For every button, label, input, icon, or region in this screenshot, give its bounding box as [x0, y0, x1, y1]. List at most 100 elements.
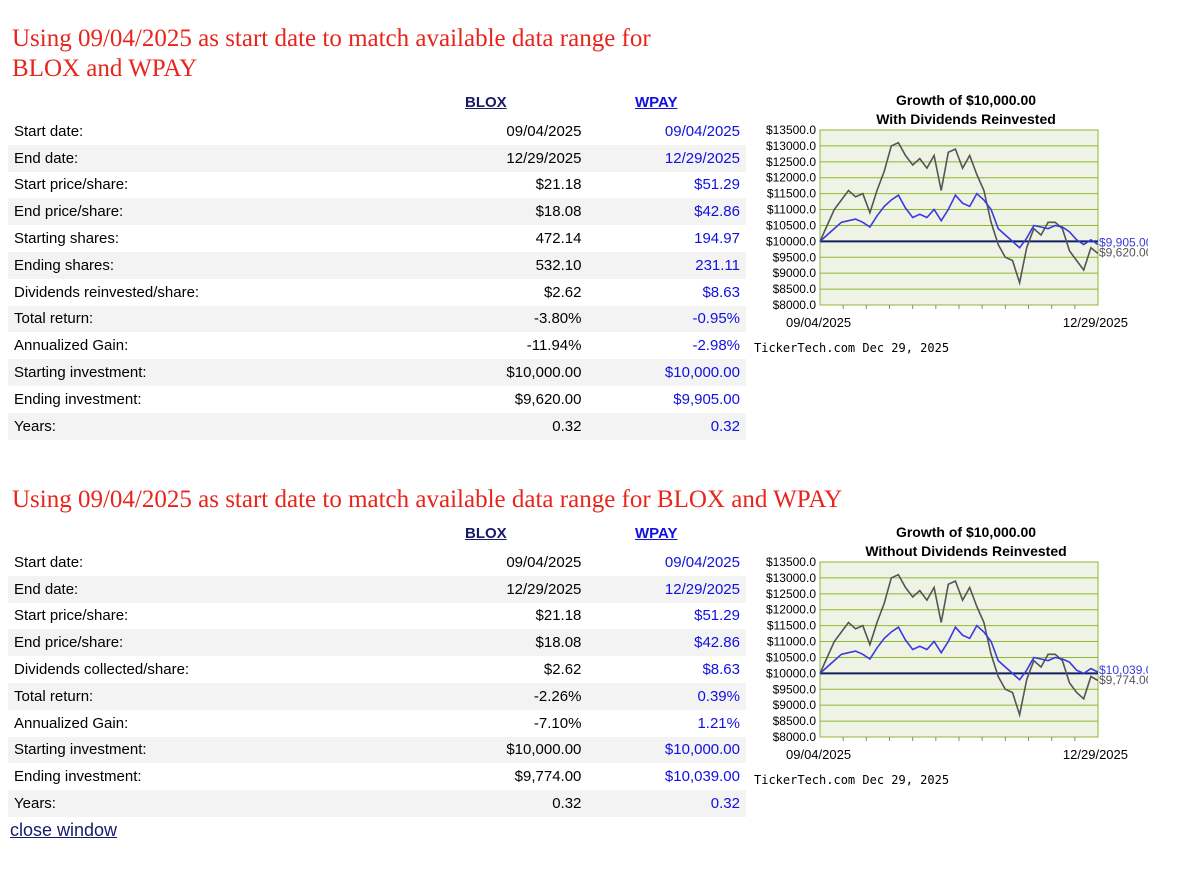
section-1-title-line1: Using 09/04/2025 as start date to match … [12, 25, 651, 52]
y-tick-label: $11000.0 [767, 635, 816, 649]
y-tick-label: $10500.0 [766, 650, 816, 664]
row-label: Dividends reinvested/share: [14, 283, 200, 301]
row-label: End price/share: [8, 629, 429, 657]
column-header-blox-2[interactable]: BLOX [465, 525, 507, 542]
table-row: Dividends collected/share: $2.62 $8.63 [8, 656, 746, 683]
blox-value: $10,000.00 [428, 736, 588, 764]
blox-value: -7.10% [533, 714, 582, 732]
table-row: Start date: 09/04/2025 09/04/2025 [8, 549, 746, 576]
wpay-value: $8.63 [702, 283, 740, 301]
table-row: Starting shares: 472.14 194.97 [8, 225, 746, 252]
x-start-label: 09/04/2025 [786, 747, 851, 762]
wpay-value: $10,039.00 [664, 768, 740, 786]
wpay-value: $8.63 [702, 661, 740, 679]
y-tick-label: $13500.0 [766, 555, 816, 569]
blox-value: 09/04/2025 [506, 553, 582, 571]
series-line-blox [819, 573, 1099, 718]
y-tick-label: $9000.0 [773, 698, 817, 712]
y-tick-label: $8500.0 [773, 282, 817, 296]
wpay-value: 0.32 [587, 412, 746, 440]
wpay-value: 231.11 [587, 251, 746, 279]
blox-value: 0.32 [429, 412, 588, 440]
blox-value: $9,620.00 [514, 390, 582, 408]
wpay-value: 12/29/2025 [587, 144, 746, 172]
blox-end-label: $9,620.00 [1099, 245, 1148, 259]
section-1-title: Using 09/04/2025 as start date to match … [12, 24, 651, 84]
table-row: Years: 0.32 0.32 [8, 790, 746, 817]
y-tick-label: $8500.0 [773, 714, 817, 728]
blox-value: 472.14 [535, 230, 582, 248]
blox-value: 12/29/2025 [429, 144, 588, 172]
chart-title: Growth of $10,000.00 [896, 524, 1036, 540]
row-label: Total return: [8, 682, 429, 710]
table-row: Annualized Gain: -11.94% -2.98% [8, 332, 746, 359]
y-tick-label: $12000.0 [766, 171, 816, 185]
close-window-link[interactable]: close window [10, 820, 118, 840]
table-row: End date: 12/29/2025 12/29/2025 [8, 575, 746, 603]
y-tick-label: $9000.0 [773, 266, 817, 280]
table-row: Start price/share: $21.18 $51.29 [8, 603, 746, 630]
column-header-wpay[interactable]: WPAY [635, 94, 678, 111]
row-label: Dividends collected/share: [14, 661, 190, 679]
growth-chart-reinvested: Growth of $10,000.00 With Dividends Reinv… [754, 92, 1148, 355]
chart-credit: TickerTech.com Dec 29, 2025 [754, 341, 949, 355]
row-label: Starting investment: [8, 359, 429, 386]
y-tick-label: $11500.0 [767, 619, 816, 633]
wpay-value: 12/29/2025 [587, 575, 746, 603]
y-tick-label: $10000.0 [766, 234, 816, 248]
blox-value: 09/04/2025 [506, 122, 582, 140]
y-tick-label: $10500.0 [766, 218, 816, 232]
blox-value: 0.32 [428, 790, 588, 817]
row-label: Annualized Gain: [14, 337, 129, 355]
table-row: Ending investment: $9,774.00 $10,039.00 [8, 763, 746, 790]
wpay-value: $9,905.00 [673, 390, 740, 408]
blox-value: -2.26% [428, 682, 588, 710]
wpay-value: 09/04/2025 [664, 122, 740, 140]
section-1-title-line2: BLOX and WPAY [12, 55, 198, 82]
x-end-label: 12/29/2025 [1063, 747, 1128, 762]
y-tick-label: $9500.0 [773, 250, 817, 264]
table-row: Total return: -2.26% 0.39% [8, 682, 746, 710]
wpay-end-label: $9,905.00 [1099, 235, 1148, 249]
plot-area [819, 129, 1099, 306]
table-row: Dividends reinvested/share: $2.62 $8.63 [8, 279, 746, 306]
wpay-value: -0.95% [587, 305, 746, 333]
series-line-wpay [819, 192, 1099, 249]
blox-value: $2.62 [543, 283, 582, 301]
chart-subtitle: With Dividends Reinvested [876, 111, 1056, 127]
row-label: End date: [8, 144, 429, 172]
x-start-label: 09/04/2025 [786, 315, 851, 330]
table-row: Years: 0.32 0.32 [8, 412, 746, 440]
chart-credit: TickerTech.com Dec 29, 2025 [754, 773, 949, 787]
blox-end-label: $9,774.00 [1099, 673, 1148, 687]
y-tick-label: $8000.0 [773, 730, 817, 744]
row-label: Starting shares: [14, 230, 120, 248]
wpay-value: 0.32 [587, 790, 746, 817]
table-row: Starting investment: $10,000.00 $10,000.00 [8, 359, 746, 386]
blox-value: $18.08 [429, 198, 588, 226]
blox-value: 12/29/2025 [428, 575, 588, 603]
wpay-value: $51.29 [694, 607, 740, 625]
row-label: Ending shares: [8, 251, 429, 279]
y-tick-label: $10000.0 [766, 666, 816, 680]
row-label: Start price/share: [14, 607, 129, 625]
column-header-blox[interactable]: BLOX [465, 94, 507, 111]
table-row: Start date: 09/04/2025 09/04/2025 [8, 118, 746, 145]
y-tick-label: $12500.0 [766, 155, 816, 169]
y-tick-label: $12000.0 [766, 603, 816, 617]
blox-value: $18.08 [428, 629, 588, 657]
row-label: Start price/share: [14, 176, 129, 194]
blox-value: $21.18 [535, 607, 582, 625]
series-line-wpay [819, 624, 1099, 681]
wpay-value: $10,000.00 [587, 736, 746, 764]
results-table-reinvested: Start date: 09/04/2025 09/04/2025 End date:… [8, 118, 746, 440]
table-row: End price/share: $18.08 $42.86 [8, 198, 746, 226]
column-header-wpay-2[interactable]: WPAY [635, 525, 678, 542]
wpay-value: 0.39% [587, 682, 746, 710]
series-line-blox [819, 141, 1099, 286]
y-tick-label: $9500.0 [773, 682, 817, 696]
blox-value: $21.18 [535, 176, 582, 194]
blox-value: 532.10 [429, 251, 588, 279]
y-tick-label: $13500.0 [766, 123, 816, 137]
y-tick-label: $12500.0 [766, 587, 816, 601]
